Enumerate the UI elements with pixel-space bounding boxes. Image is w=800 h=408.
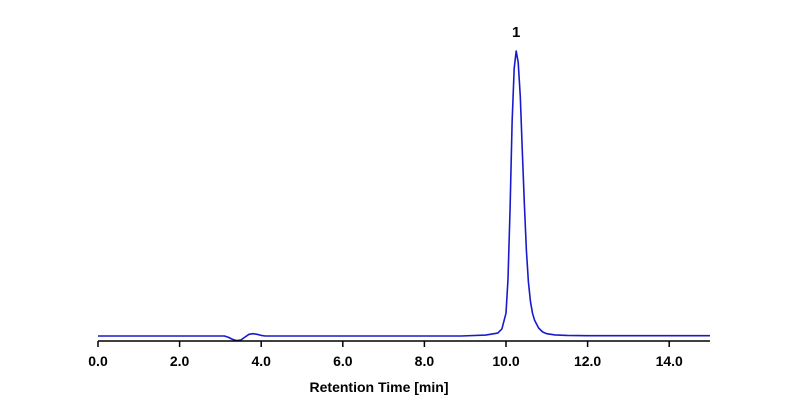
- x-tick-label: 2.0: [170, 353, 190, 369]
- x-tick-label: 12.0: [574, 353, 601, 369]
- x-axis-title: Retention Time [min]: [310, 379, 449, 395]
- x-tick-label: 8.0: [415, 353, 435, 369]
- x-tick-label: 0.0: [88, 353, 108, 369]
- x-axis-ticks: 0.0 2.0 4.0 6.0 8.0 10.0 12.0 14.0: [88, 341, 683, 369]
- x-tick-label: 10.0: [492, 353, 519, 369]
- peak-label: 1: [512, 24, 520, 41]
- x-tick-label: 6.0: [333, 353, 353, 369]
- plot-area: [98, 50, 710, 342]
- chromatogram-trace: [98, 50, 710, 342]
- x-tick-label: 4.0: [251, 353, 271, 369]
- annotations: 1: [512, 24, 520, 41]
- x-tick-label: 14.0: [656, 353, 683, 369]
